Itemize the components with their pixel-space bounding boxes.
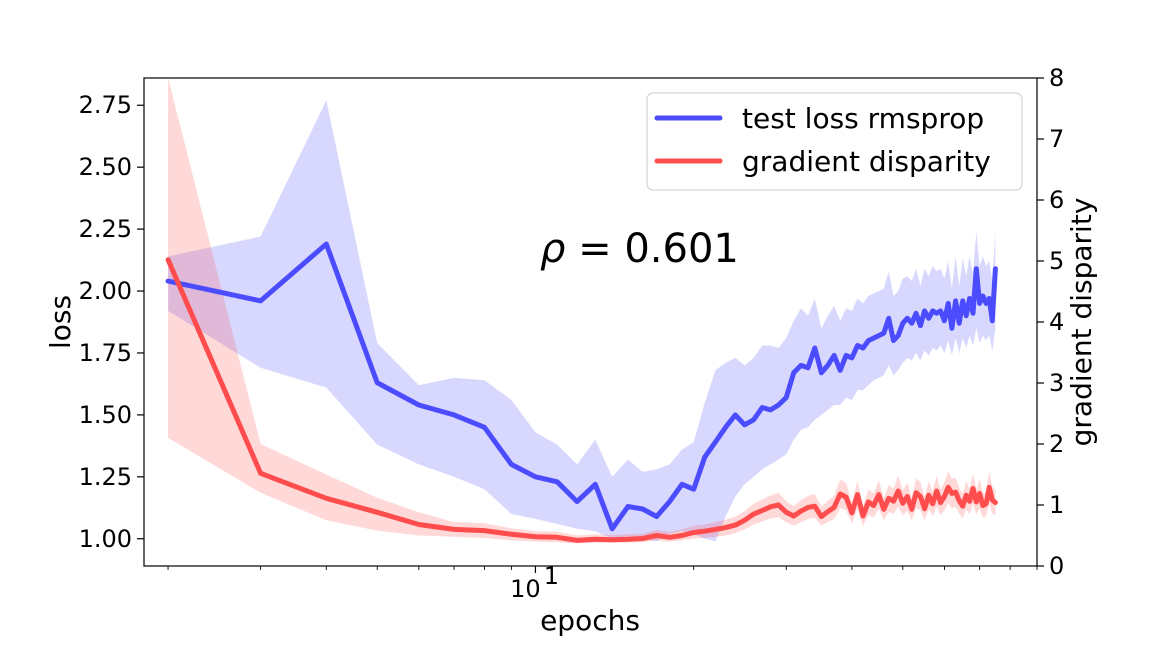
legend-label-test-loss: test loss rmsprop	[742, 102, 984, 135]
band-test-loss-rmsprop	[168, 100, 996, 542]
y2-tick-label: 1	[1049, 491, 1064, 519]
x-tick-exponent: 1	[544, 562, 559, 590]
y-axis-ticks: 1.00 1.25 1.50 1.75 2.00 2.25 2.50 2.75	[79, 91, 144, 553]
y2-tick-label: 8	[1049, 64, 1064, 92]
y-tick-label: 2.50	[79, 153, 132, 181]
y-tick-label: 2.75	[79, 91, 132, 119]
y2-tick-label: 5	[1049, 247, 1064, 275]
x-axis-ticks: 10 1	[167, 562, 1038, 603]
y-tick-label: 1.25	[79, 463, 132, 491]
y2-axis-label: gradient disparity	[1065, 198, 1098, 447]
y2-axis-ticks: 0 1 2 3 4 5 6 7 8	[1037, 64, 1064, 580]
rho-symbol: ρ	[540, 226, 565, 272]
line-gradient-disparity	[165, 257, 998, 543]
y2-tick-label: 7	[1049, 125, 1064, 153]
x-tick-label: 10	[510, 575, 541, 603]
legend: test loss rmsprop gradient disparity	[646, 92, 1023, 191]
y-tick-label: 2.00	[79, 277, 132, 305]
legend-label-gradient-disparity: gradient disparity	[742, 145, 991, 178]
series-lines	[165, 241, 998, 543]
y2-tick-label: 3	[1049, 369, 1064, 397]
legend-box	[646, 92, 1023, 191]
y2-tick-label: 2	[1049, 430, 1064, 458]
correlation-annotation: ρ = 0.601	[540, 226, 739, 272]
y-tick-label: 1.00	[79, 525, 132, 553]
y2-tick-label: 0	[1049, 552, 1064, 580]
line-test-loss-rmsprop	[165, 241, 998, 532]
y-axis-label: loss	[44, 295, 77, 349]
y2-tick-label: 6	[1049, 186, 1064, 214]
y-tick-label: 1.50	[79, 401, 132, 429]
y-tick-label: 1.75	[79, 339, 132, 367]
x-axis-label: epochs	[540, 604, 640, 637]
y2-tick-label: 4	[1049, 308, 1064, 336]
y-tick-label: 2.25	[79, 215, 132, 243]
rho-value: = 0.601	[565, 226, 738, 272]
